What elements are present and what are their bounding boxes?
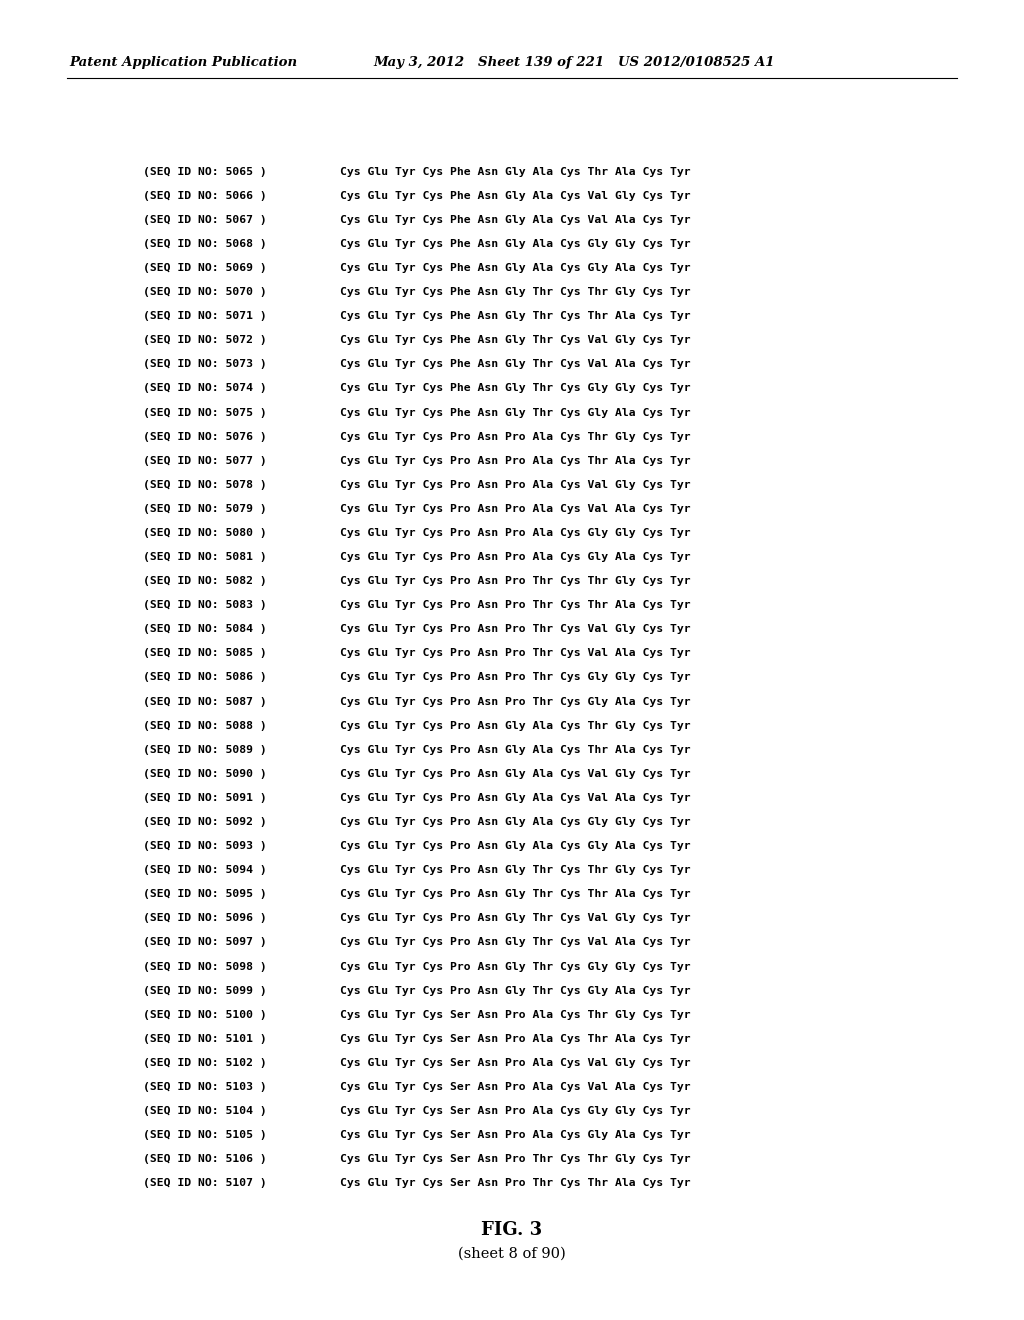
Text: Cys Glu Tyr Cys Phe Asn Gly Ala Cys Val Ala Cys Tyr: Cys Glu Tyr Cys Phe Asn Gly Ala Cys Val … <box>340 215 690 224</box>
Text: (SEQ ID NO: 5068 ): (SEQ ID NO: 5068 ) <box>143 239 267 249</box>
Text: Cys Glu Tyr Cys Ser Asn Pro Ala Cys Gly Gly Cys Tyr: Cys Glu Tyr Cys Ser Asn Pro Ala Cys Gly … <box>340 1106 690 1117</box>
Text: Cys Glu Tyr Cys Pro Asn Gly Thr Cys Val Gly Cys Tyr: Cys Glu Tyr Cys Pro Asn Gly Thr Cys Val … <box>340 913 690 924</box>
Text: Cys Glu Tyr Cys Pro Asn Gly Ala Cys Thr Gly Cys Tyr: Cys Glu Tyr Cys Pro Asn Gly Ala Cys Thr … <box>340 721 690 731</box>
Text: Cys Glu Tyr Cys Pro Asn Pro Thr Cys Thr Ala Cys Tyr: Cys Glu Tyr Cys Pro Asn Pro Thr Cys Thr … <box>340 601 690 610</box>
Text: Cys Glu Tyr Cys Ser Asn Pro Ala Cys Thr Gly Cys Tyr: Cys Glu Tyr Cys Ser Asn Pro Ala Cys Thr … <box>340 1010 690 1020</box>
Text: (SEQ ID NO: 5104 ): (SEQ ID NO: 5104 ) <box>143 1106 267 1117</box>
Text: (SEQ ID NO: 5098 ): (SEQ ID NO: 5098 ) <box>143 961 267 972</box>
Text: Cys Glu Tyr Cys Pro Asn Pro Thr Cys Thr Gly Cys Tyr: Cys Glu Tyr Cys Pro Asn Pro Thr Cys Thr … <box>340 576 690 586</box>
Text: (SEQ ID NO: 5093 ): (SEQ ID NO: 5093 ) <box>143 841 267 851</box>
Text: (SEQ ID NO: 5078 ): (SEQ ID NO: 5078 ) <box>143 479 267 490</box>
Text: Cys Glu Tyr Cys Pro Asn Pro Ala Cys Gly Gly Cys Tyr: Cys Glu Tyr Cys Pro Asn Pro Ala Cys Gly … <box>340 528 690 539</box>
Text: (SEQ ID NO: 5071 ): (SEQ ID NO: 5071 ) <box>143 312 267 321</box>
Text: (SEQ ID NO: 5086 ): (SEQ ID NO: 5086 ) <box>143 672 267 682</box>
Text: (SEQ ID NO: 5075 ): (SEQ ID NO: 5075 ) <box>143 408 267 417</box>
Text: (SEQ ID NO: 5085 ): (SEQ ID NO: 5085 ) <box>143 648 267 659</box>
Text: Cys Glu Tyr Cys Pro Asn Gly Thr Cys Gly Ala Cys Tyr: Cys Glu Tyr Cys Pro Asn Gly Thr Cys Gly … <box>340 986 690 995</box>
Text: Cys Glu Tyr Cys Ser Asn Pro Ala Cys Thr Ala Cys Tyr: Cys Glu Tyr Cys Ser Asn Pro Ala Cys Thr … <box>340 1034 690 1044</box>
Text: (SEQ ID NO: 5100 ): (SEQ ID NO: 5100 ) <box>143 1010 267 1020</box>
Text: (sheet 8 of 90): (sheet 8 of 90) <box>458 1247 566 1261</box>
Text: (SEQ ID NO: 5080 ): (SEQ ID NO: 5080 ) <box>143 528 267 539</box>
Text: (SEQ ID NO: 5076 ): (SEQ ID NO: 5076 ) <box>143 432 267 442</box>
Text: (SEQ ID NO: 5091 ): (SEQ ID NO: 5091 ) <box>143 793 267 803</box>
Text: Cys Glu Tyr Cys Pro Asn Gly Ala Cys Thr Ala Cys Tyr: Cys Glu Tyr Cys Pro Asn Gly Ala Cys Thr … <box>340 744 690 755</box>
Text: Cys Glu Tyr Cys Ser Asn Pro Ala Cys Val Gly Cys Tyr: Cys Glu Tyr Cys Ser Asn Pro Ala Cys Val … <box>340 1057 690 1068</box>
Text: Cys Glu Tyr Cys Pro Asn Gly Thr Cys Thr Gly Cys Tyr: Cys Glu Tyr Cys Pro Asn Gly Thr Cys Thr … <box>340 865 690 875</box>
Text: Cys Glu Tyr Cys Ser Asn Pro Ala Cys Val Ala Cys Tyr: Cys Glu Tyr Cys Ser Asn Pro Ala Cys Val … <box>340 1082 690 1092</box>
Text: (SEQ ID NO: 5077 ): (SEQ ID NO: 5077 ) <box>143 455 267 466</box>
Text: (SEQ ID NO: 5083 ): (SEQ ID NO: 5083 ) <box>143 601 267 610</box>
Text: (SEQ ID NO: 5103 ): (SEQ ID NO: 5103 ) <box>143 1082 267 1092</box>
Text: (SEQ ID NO: 5089 ): (SEQ ID NO: 5089 ) <box>143 744 267 755</box>
Text: Patent Application Publication: Patent Application Publication <box>70 55 298 69</box>
Text: Cys Glu Tyr Cys Phe Asn Gly Ala Cys Thr Ala Cys Tyr: Cys Glu Tyr Cys Phe Asn Gly Ala Cys Thr … <box>340 166 690 177</box>
Text: Cys Glu Tyr Cys Pro Asn Gly Thr Cys Thr Ala Cys Tyr: Cys Glu Tyr Cys Pro Asn Gly Thr Cys Thr … <box>340 890 690 899</box>
Text: (SEQ ID NO: 5107 ): (SEQ ID NO: 5107 ) <box>143 1179 267 1188</box>
Text: Cys Glu Tyr Cys Pro Asn Gly Thr Cys Val Ala Cys Tyr: Cys Glu Tyr Cys Pro Asn Gly Thr Cys Val … <box>340 937 690 948</box>
Text: (SEQ ID NO: 5096 ): (SEQ ID NO: 5096 ) <box>143 913 267 924</box>
Text: (SEQ ID NO: 5099 ): (SEQ ID NO: 5099 ) <box>143 986 267 995</box>
Text: Cys Glu Tyr Cys Pro Asn Pro Thr Cys Gly Gly Cys Tyr: Cys Glu Tyr Cys Pro Asn Pro Thr Cys Gly … <box>340 672 690 682</box>
Text: (SEQ ID NO: 5073 ): (SEQ ID NO: 5073 ) <box>143 359 267 370</box>
Text: FIG. 3: FIG. 3 <box>481 1221 543 1239</box>
Text: (SEQ ID NO: 5066 ): (SEQ ID NO: 5066 ) <box>143 190 267 201</box>
Text: Cys Glu Tyr Cys Pro Asn Pro Thr Cys Gly Ala Cys Tyr: Cys Glu Tyr Cys Pro Asn Pro Thr Cys Gly … <box>340 697 690 706</box>
Text: (SEQ ID NO: 5101 ): (SEQ ID NO: 5101 ) <box>143 1034 267 1044</box>
Text: Cys Glu Tyr Cys Pro Asn Pro Ala Cys Thr Ala Cys Tyr: Cys Glu Tyr Cys Pro Asn Pro Ala Cys Thr … <box>340 455 690 466</box>
Text: Cys Glu Tyr Cys Phe Asn Gly Thr Cys Thr Ala Cys Tyr: Cys Glu Tyr Cys Phe Asn Gly Thr Cys Thr … <box>340 312 690 321</box>
Text: Cys Glu Tyr Cys Pro Asn Pro Ala Cys Val Gly Cys Tyr: Cys Glu Tyr Cys Pro Asn Pro Ala Cys Val … <box>340 479 690 490</box>
Text: Cys Glu Tyr Cys Pro Asn Gly Ala Cys Gly Ala Cys Tyr: Cys Glu Tyr Cys Pro Asn Gly Ala Cys Gly … <box>340 841 690 851</box>
Text: Cys Glu Tyr Cys Pro Asn Gly Ala Cys Val Ala Cys Tyr: Cys Glu Tyr Cys Pro Asn Gly Ala Cys Val … <box>340 793 690 803</box>
Text: (SEQ ID NO: 5087 ): (SEQ ID NO: 5087 ) <box>143 697 267 706</box>
Text: (SEQ ID NO: 5092 ): (SEQ ID NO: 5092 ) <box>143 817 267 828</box>
Text: Cys Glu Tyr Cys Pro Asn Pro Ala Cys Gly Ala Cys Tyr: Cys Glu Tyr Cys Pro Asn Pro Ala Cys Gly … <box>340 552 690 562</box>
Text: Cys Glu Tyr Cys Phe Asn Gly Thr Cys Gly Gly Cys Tyr: Cys Glu Tyr Cys Phe Asn Gly Thr Cys Gly … <box>340 383 690 393</box>
Text: (SEQ ID NO: 5094 ): (SEQ ID NO: 5094 ) <box>143 865 267 875</box>
Text: (SEQ ID NO: 5084 ): (SEQ ID NO: 5084 ) <box>143 624 267 635</box>
Text: Cys Glu Tyr Cys Phe Asn Gly Thr Cys Thr Gly Cys Tyr: Cys Glu Tyr Cys Phe Asn Gly Thr Cys Thr … <box>340 286 690 297</box>
Text: (SEQ ID NO: 5097 ): (SEQ ID NO: 5097 ) <box>143 937 267 948</box>
Text: (SEQ ID NO: 5072 ): (SEQ ID NO: 5072 ) <box>143 335 267 346</box>
Text: Cys Glu Tyr Cys Phe Asn Gly Thr Cys Val Ala Cys Tyr: Cys Glu Tyr Cys Phe Asn Gly Thr Cys Val … <box>340 359 690 370</box>
Text: Cys Glu Tyr Cys Pro Asn Pro Thr Cys Val Gly Cys Tyr: Cys Glu Tyr Cys Pro Asn Pro Thr Cys Val … <box>340 624 690 635</box>
Text: May 3, 2012   Sheet 139 of 221   US 2012/0108525 A1: May 3, 2012 Sheet 139 of 221 US 2012/010… <box>374 55 775 69</box>
Text: (SEQ ID NO: 5105 ): (SEQ ID NO: 5105 ) <box>143 1130 267 1140</box>
Text: Cys Glu Tyr Cys Ser Asn Pro Ala Cys Gly Ala Cys Tyr: Cys Glu Tyr Cys Ser Asn Pro Ala Cys Gly … <box>340 1130 690 1140</box>
Text: (SEQ ID NO: 5067 ): (SEQ ID NO: 5067 ) <box>143 215 267 224</box>
Text: (SEQ ID NO: 5102 ): (SEQ ID NO: 5102 ) <box>143 1057 267 1068</box>
Text: (SEQ ID NO: 5069 ): (SEQ ID NO: 5069 ) <box>143 263 267 273</box>
Text: (SEQ ID NO: 5074 ): (SEQ ID NO: 5074 ) <box>143 383 267 393</box>
Text: (SEQ ID NO: 5082 ): (SEQ ID NO: 5082 ) <box>143 576 267 586</box>
Text: Cys Glu Tyr Cys Phe Asn Gly Thr Cys Val Gly Cys Tyr: Cys Glu Tyr Cys Phe Asn Gly Thr Cys Val … <box>340 335 690 346</box>
Text: Cys Glu Tyr Cys Ser Asn Pro Thr Cys Thr Gly Cys Tyr: Cys Glu Tyr Cys Ser Asn Pro Thr Cys Thr … <box>340 1154 690 1164</box>
Text: Cys Glu Tyr Cys Pro Asn Pro Ala Cys Val Ala Cys Tyr: Cys Glu Tyr Cys Pro Asn Pro Ala Cys Val … <box>340 504 690 513</box>
Text: (SEQ ID NO: 5095 ): (SEQ ID NO: 5095 ) <box>143 890 267 899</box>
Text: (SEQ ID NO: 5065 ): (SEQ ID NO: 5065 ) <box>143 166 267 177</box>
Text: Cys Glu Tyr Cys Pro Asn Pro Thr Cys Val Ala Cys Tyr: Cys Glu Tyr Cys Pro Asn Pro Thr Cys Val … <box>340 648 690 659</box>
Text: (SEQ ID NO: 5106 ): (SEQ ID NO: 5106 ) <box>143 1154 267 1164</box>
Text: Cys Glu Tyr Cys Phe Asn Gly Ala Cys Val Gly Cys Tyr: Cys Glu Tyr Cys Phe Asn Gly Ala Cys Val … <box>340 190 690 201</box>
Text: (SEQ ID NO: 5090 ): (SEQ ID NO: 5090 ) <box>143 768 267 779</box>
Text: (SEQ ID NO: 5070 ): (SEQ ID NO: 5070 ) <box>143 286 267 297</box>
Text: (SEQ ID NO: 5081 ): (SEQ ID NO: 5081 ) <box>143 552 267 562</box>
Text: (SEQ ID NO: 5088 ): (SEQ ID NO: 5088 ) <box>143 721 267 731</box>
Text: Cys Glu Tyr Cys Phe Asn Gly Thr Cys Gly Ala Cys Tyr: Cys Glu Tyr Cys Phe Asn Gly Thr Cys Gly … <box>340 408 690 417</box>
Text: Cys Glu Tyr Cys Phe Asn Gly Ala Cys Gly Ala Cys Tyr: Cys Glu Tyr Cys Phe Asn Gly Ala Cys Gly … <box>340 263 690 273</box>
Text: Cys Glu Tyr Cys Phe Asn Gly Ala Cys Gly Gly Cys Tyr: Cys Glu Tyr Cys Phe Asn Gly Ala Cys Gly … <box>340 239 690 249</box>
Text: Cys Glu Tyr Cys Pro Asn Pro Ala Cys Thr Gly Cys Tyr: Cys Glu Tyr Cys Pro Asn Pro Ala Cys Thr … <box>340 432 690 442</box>
Text: Cys Glu Tyr Cys Ser Asn Pro Thr Cys Thr Ala Cys Tyr: Cys Glu Tyr Cys Ser Asn Pro Thr Cys Thr … <box>340 1179 690 1188</box>
Text: (SEQ ID NO: 5079 ): (SEQ ID NO: 5079 ) <box>143 504 267 513</box>
Text: Cys Glu Tyr Cys Pro Asn Gly Ala Cys Val Gly Cys Tyr: Cys Glu Tyr Cys Pro Asn Gly Ala Cys Val … <box>340 768 690 779</box>
Text: Cys Glu Tyr Cys Pro Asn Gly Ala Cys Gly Gly Cys Tyr: Cys Glu Tyr Cys Pro Asn Gly Ala Cys Gly … <box>340 817 690 828</box>
Text: Cys Glu Tyr Cys Pro Asn Gly Thr Cys Gly Gly Cys Tyr: Cys Glu Tyr Cys Pro Asn Gly Thr Cys Gly … <box>340 961 690 972</box>
